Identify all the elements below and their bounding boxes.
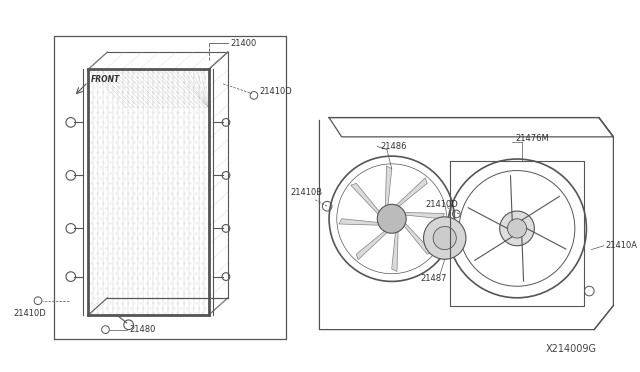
Circle shape	[500, 211, 534, 246]
Text: 21480: 21480	[129, 325, 156, 334]
Polygon shape	[392, 230, 398, 272]
Polygon shape	[339, 219, 381, 225]
Polygon shape	[385, 166, 392, 208]
Text: 21410B: 21410B	[291, 188, 323, 197]
Text: X214009G: X214009G	[546, 344, 597, 354]
Circle shape	[433, 227, 456, 250]
Circle shape	[377, 204, 406, 233]
Text: 21400: 21400	[231, 39, 257, 48]
Text: FRONT: FRONT	[91, 74, 120, 84]
Text: 21476M: 21476M	[515, 134, 549, 143]
Text: 21410D: 21410D	[426, 200, 458, 209]
Polygon shape	[403, 212, 444, 219]
Text: 21410D: 21410D	[13, 309, 45, 318]
Polygon shape	[351, 183, 381, 215]
Text: 21410A: 21410A	[605, 241, 637, 250]
Text: 21410D: 21410D	[260, 87, 292, 96]
Circle shape	[424, 217, 466, 259]
Circle shape	[508, 219, 527, 238]
Text: 21487: 21487	[420, 274, 447, 283]
Polygon shape	[356, 229, 388, 260]
Polygon shape	[396, 178, 427, 208]
Polygon shape	[402, 222, 433, 254]
Text: 21486: 21486	[380, 142, 406, 151]
